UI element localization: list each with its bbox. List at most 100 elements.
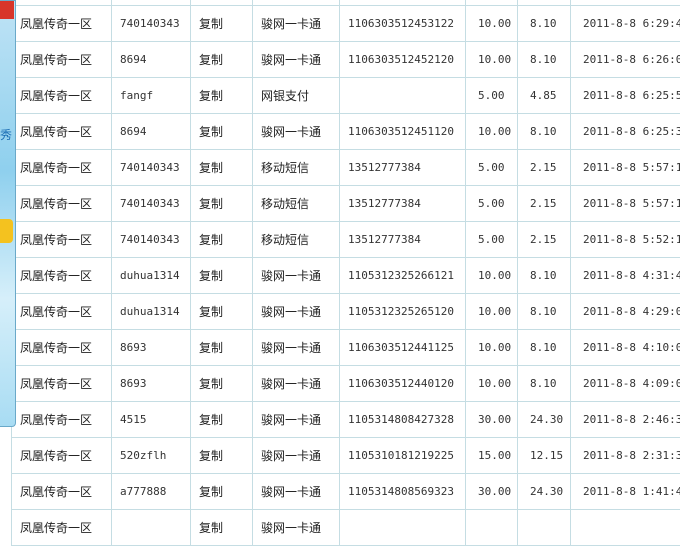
server-cell: 凤凰传奇一区 (12, 474, 112, 510)
server-cell: 凤凰传奇一区 (12, 402, 112, 438)
payment-method-cell: 骏网一卡通 (253, 510, 340, 546)
net-amount-cell: 12.15 (518, 438, 571, 474)
card-number-cell (340, 510, 466, 546)
amount-cell: 10.00 (466, 366, 518, 402)
amount-cell: 10.00 (466, 6, 518, 42)
net-amount-cell: 2.15 (518, 222, 571, 258)
amount-cell (466, 510, 518, 546)
account-cell: a777888 (112, 474, 191, 510)
time-cell: 2011-8-8 4:09:08 (571, 366, 680, 402)
side-floating-ad[interactable]: 秀 (0, 0, 16, 427)
server-cell: 凤凰传奇一区 (12, 150, 112, 186)
server-cell: 凤凰传奇一区 (12, 6, 112, 42)
card-number-cell: 13512777384 (340, 222, 466, 258)
time-cell: 2011-8-8 5:57:19 (571, 150, 680, 186)
card-number-cell: 13512777384 (340, 186, 466, 222)
ad-badge (0, 1, 14, 19)
net-amount-cell: 8.10 (518, 294, 571, 330)
server-cell: 凤凰传奇一区 (12, 222, 112, 258)
copy-button[interactable]: 复制 (191, 474, 253, 510)
net-amount-cell: 24.30 (518, 402, 571, 438)
copy-button[interactable]: 复制 (191, 438, 253, 474)
net-amount-cell (518, 510, 571, 546)
net-amount-cell: 8.10 (518, 330, 571, 366)
card-number-cell: 1106303512440120 (340, 366, 466, 402)
net-amount-cell: 2.15 (518, 150, 571, 186)
copy-button[interactable]: 复制 (191, 114, 253, 150)
card-number-cell (340, 78, 466, 114)
time-cell: 2011-8-8 5:52:16 (571, 222, 680, 258)
copy-button[interactable]: 复制 (191, 222, 253, 258)
server-cell: 凤凰传奇一区 (12, 438, 112, 474)
ad-button[interactable] (0, 219, 13, 243)
payment-method-cell: 移动短信 (253, 222, 340, 258)
payment-method-cell: 骏网一卡通 (253, 474, 340, 510)
payment-method-cell: 骏网一卡通 (253, 42, 340, 78)
account-cell: 8694 (112, 114, 191, 150)
amount-cell: 10.00 (466, 258, 518, 294)
server-cell: 凤凰传奇一区 (12, 258, 112, 294)
copy-button[interactable]: 复制 (191, 258, 253, 294)
account-cell: duhua1314 (112, 258, 191, 294)
time-cell: 2011-8-8 6:26:09 (571, 42, 680, 78)
copy-button[interactable]: 复制 (191, 294, 253, 330)
server-cell: 凤凰传奇一区 (12, 42, 112, 78)
card-number-cell: 1105314808569323 (340, 474, 466, 510)
payment-method-cell: 骏网一卡通 (253, 366, 340, 402)
account-cell: 740140343 (112, 222, 191, 258)
time-cell: 2011-8-8 2:46:31 (571, 402, 680, 438)
net-amount-cell: 24.30 (518, 474, 571, 510)
card-number-cell: 1105312325265120 (340, 294, 466, 330)
copy-button[interactable]: 复制 (191, 42, 253, 78)
server-cell: 凤凰传奇一区 (12, 294, 112, 330)
card-number-cell: 1106303512453122 (340, 6, 466, 42)
account-cell: 740140343 (112, 6, 191, 42)
time-cell: 2011-8-8 4:31:47 (571, 258, 680, 294)
time-cell: 2011-8-8 4:10:03 (571, 330, 680, 366)
copy-button[interactable]: 复制 (191, 186, 253, 222)
account-cell (112, 510, 191, 546)
card-number-cell: 1106303512451120 (340, 114, 466, 150)
account-cell: duhua1314 (112, 294, 191, 330)
payment-method-cell: 骏网一卡通 (253, 294, 340, 330)
amount-cell: 5.00 (466, 186, 518, 222)
time-cell: 2011-8-8 6:25:54 (571, 78, 680, 114)
payment-method-cell: 移动短信 (253, 186, 340, 222)
card-number-cell: 1106303512452120 (340, 42, 466, 78)
net-amount-cell: 4.85 (518, 78, 571, 114)
server-cell: 凤凰传奇一区 (12, 330, 112, 366)
amount-cell: 10.00 (466, 330, 518, 366)
payment-method-cell: 骏网一卡通 (253, 114, 340, 150)
ad-text: 秀 (0, 126, 12, 143)
copy-button[interactable]: 复制 (191, 78, 253, 114)
account-cell: 520zflh (112, 438, 191, 474)
card-number-cell: 1105310181219225 (340, 438, 466, 474)
card-number-cell: 1105314808427328 (340, 402, 466, 438)
time-cell: 2011-8-8 4:29:05 (571, 294, 680, 330)
time-cell: 2011-8-8 2:31:34 (571, 438, 680, 474)
copy-button[interactable]: 复制 (191, 510, 253, 546)
account-cell: 4515 (112, 402, 191, 438)
account-cell: 8693 (112, 366, 191, 402)
amount-cell: 15.00 (466, 438, 518, 474)
copy-button[interactable]: 复制 (191, 366, 253, 402)
time-cell (571, 510, 680, 546)
copy-button[interactable]: 复制 (191, 150, 253, 186)
server-cell: 凤凰传奇一区 (12, 186, 112, 222)
amount-cell: 5.00 (466, 222, 518, 258)
net-amount-cell: 2.15 (518, 186, 571, 222)
copy-button[interactable]: 复制 (191, 330, 253, 366)
copy-button[interactable]: 复制 (191, 402, 253, 438)
copy-button[interactable]: 复制 (191, 6, 253, 42)
payment-method-cell: 骏网一卡通 (253, 6, 340, 42)
